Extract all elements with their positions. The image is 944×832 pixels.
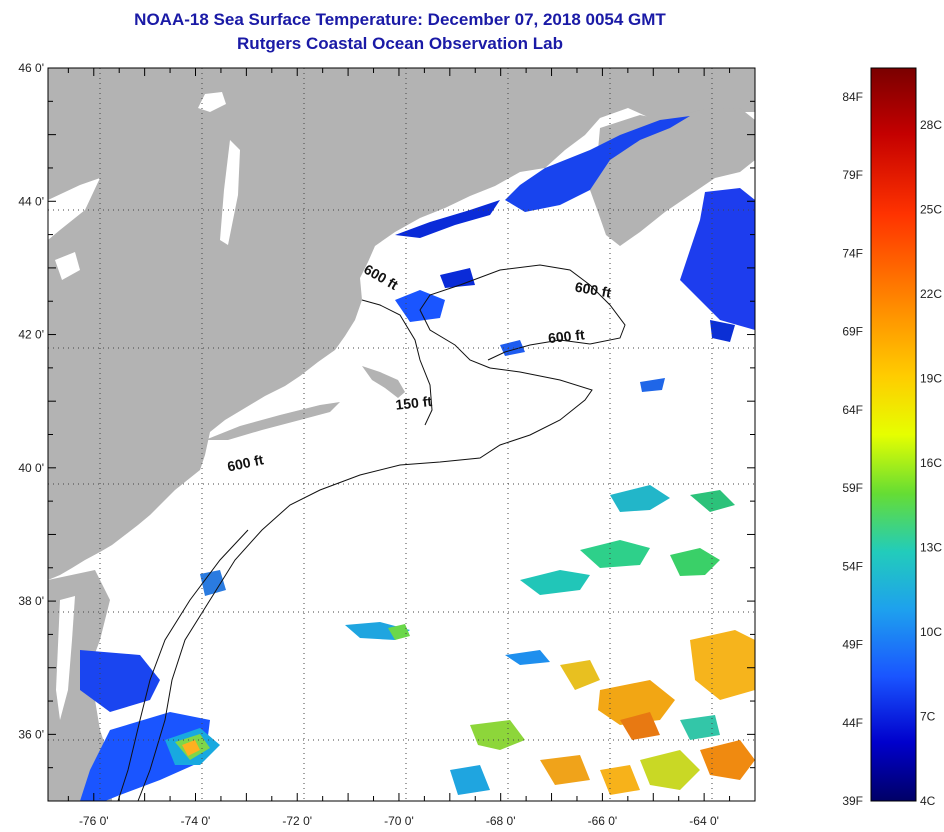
colorbar-f-label: 49F: [842, 638, 863, 652]
axis-labels: 46 0' 44 0' 42 0' 40 0' 38 0' 36 0' -76 0' -74 …: [18, 61, 719, 828]
lat-tick-label: 36 0': [18, 727, 44, 741]
lake: [56, 596, 75, 720]
isobath-label: 150 ft: [395, 393, 433, 413]
colorbar-f-label: 54F: [842, 559, 863, 573]
colorbar-f-label: 69F: [842, 325, 863, 339]
isobath-label: 600 ft: [574, 279, 613, 301]
isobath-lines: [117, 264, 626, 801]
lon-tick-label: -64 0': [689, 814, 719, 828]
colorbar-f-label: 84F: [842, 90, 863, 104]
lon-tick-label: -76 0': [79, 814, 109, 828]
axis-ticks: [48, 67, 756, 801]
lon-tick-label: -68 0': [486, 814, 516, 828]
map-title: NOAA-18 Sea Surface Temperature: Decembe…: [134, 10, 666, 29]
colorbar-f-label: 59F: [842, 481, 863, 495]
lat-tick-label: 38 0': [18, 594, 44, 608]
colorbar-c-label: 10C: [920, 625, 942, 639]
colorbar-c-label: 16C: [920, 456, 942, 470]
colorbar-c-label: 7C: [920, 710, 936, 724]
colorbar: [870, 67, 917, 802]
colorbar-f-label: 39F: [842, 794, 863, 808]
lon-tick-label: -74 0': [181, 814, 211, 828]
colorbar-c-label: 4C: [920, 794, 936, 808]
lat-tick-label: 40 0': [18, 461, 44, 475]
colorbar-f-label: 79F: [842, 168, 863, 182]
colorbar-c-label: 22C: [920, 287, 942, 301]
graticule: [48, 68, 755, 801]
lake: [220, 140, 240, 245]
lon-tick-label: -66 0': [588, 814, 618, 828]
sst-data-layer: [80, 116, 755, 801]
isobath-label: 600 ft: [547, 326, 585, 346]
map-subtitle: Rutgers Coastal Ocean Observation Lab: [237, 34, 563, 53]
isobath-label: 600 ft: [226, 451, 265, 474]
colorbar-f-label: 64F: [842, 403, 863, 417]
lon-tick-label: -70 0': [384, 814, 414, 828]
lat-tick-label: 42 0': [18, 328, 44, 342]
colorbar-labels: 84F 79F 74F 69F 64F 59F 54F 49F 44F 39F 28C 25C 22C 1…: [842, 90, 942, 808]
lake: [198, 92, 226, 112]
colorbar-c-label: 19C: [920, 372, 942, 386]
colorbar-c-label: 28C: [920, 118, 942, 132]
colorbar-c-label: 13C: [920, 541, 942, 555]
colorbar-c-label: 25C: [920, 203, 942, 217]
land-long-island: [205, 402, 340, 440]
lake: [48, 178, 100, 240]
land-cape-cod: [362, 366, 405, 398]
colorbar-f-label: 74F: [842, 246, 863, 260]
colorbar-f-label: 44F: [842, 716, 863, 730]
lat-tick-label: 44 0': [18, 194, 44, 208]
lon-tick-label: -72 0': [282, 814, 312, 828]
lat-tick-label: 46 0': [18, 61, 44, 75]
lake: [55, 252, 80, 280]
